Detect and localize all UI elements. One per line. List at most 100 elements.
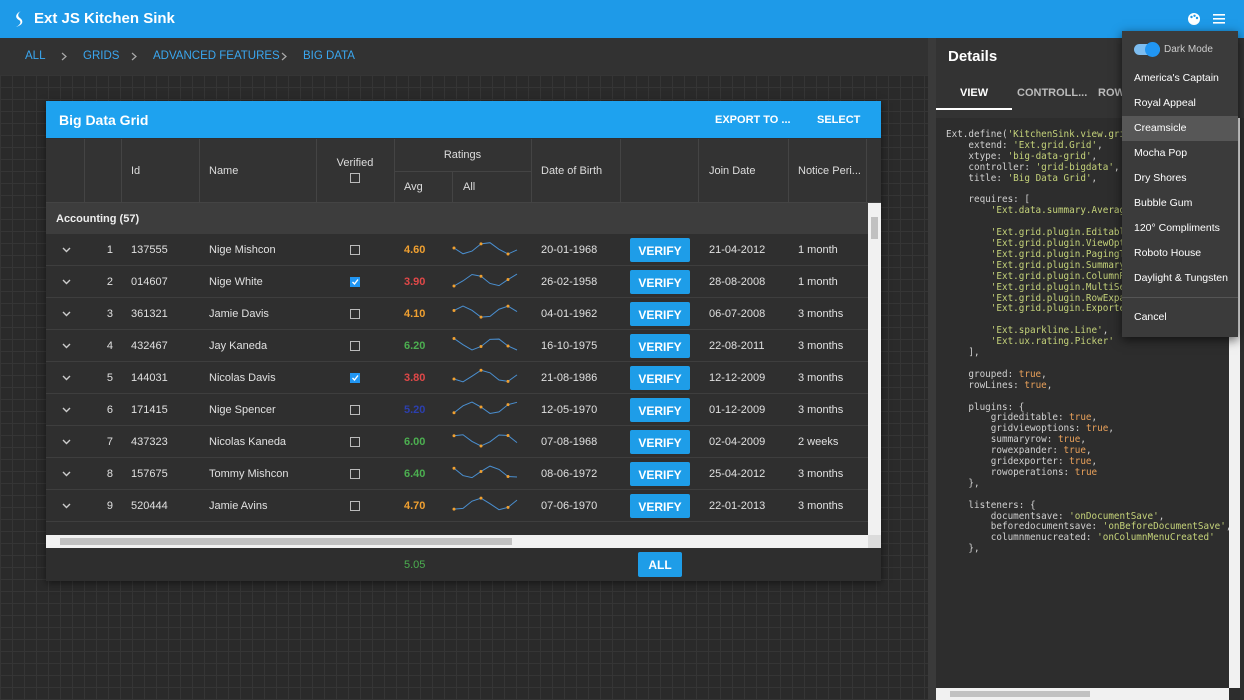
code-token: , <box>1086 445 1092 456</box>
code-line: grouped: true, <box>946 369 1047 380</box>
code-line: Ext.define('KitchenSink.view.grid. <box>946 129 1136 140</box>
cell-dob: 07-08-1968 <box>541 437 597 448</box>
tab[interactable]: CONTROLL... <box>1017 88 1087 99</box>
verified-checkbox[interactable] <box>350 469 360 479</box>
theme-icon[interactable] <box>1187 12 1201 26</box>
code-token: Ext.define( <box>946 129 1008 140</box>
code-token: rowoperations: <box>946 467 1075 478</box>
verified-checkbox[interactable] <box>350 309 360 319</box>
grid-row: 1137555Nige Mishcon4.6020-01-1968VERIFY2… <box>46 234 868 266</box>
code-line: 'Ext.grid.plugin.Exporter' <box>946 303 1136 314</box>
splitter[interactable] <box>928 38 936 700</box>
verified-checkbox[interactable] <box>350 373 360 383</box>
cell-name: Tommy Mishcon <box>209 469 288 480</box>
breadcrumb-link[interactable]: GRIDS <box>83 51 119 63</box>
code-line: 'Ext.grid.plugin.Editable', <box>946 227 1142 238</box>
sparkline <box>450 496 524 516</box>
breadcrumb-link[interactable]: BIG DATA <box>303 51 355 63</box>
theme-option[interactable]: Creamsicle <box>1122 116 1238 141</box>
cell-avg: 4.10 <box>404 309 425 320</box>
theme-option[interactable]: Royal Appeal <box>1122 91 1238 116</box>
column-header-text: Avg <box>404 182 423 193</box>
verified-checkbox[interactable] <box>350 501 360 511</box>
theme-option[interactable]: Bubble Gum <box>1122 191 1238 216</box>
scrollbar-thumb[interactable] <box>871 217 878 239</box>
verify-button[interactable]: VERIFY <box>630 494 690 518</box>
row-number: 7 <box>84 437 113 448</box>
verified-checkbox[interactable] <box>350 405 360 415</box>
code-line: title: 'Big Data Grid', <box>946 173 1097 184</box>
theme-option-label: Dry Shores <box>1134 173 1187 184</box>
code-token: , <box>1092 173 1098 184</box>
theme-option[interactable]: America's Captain <box>1122 66 1238 91</box>
tab[interactable]: VIEW <box>960 88 988 99</box>
theme-option[interactable]: 120° Compliments <box>1122 216 1238 241</box>
dark-mode-toggle[interactable] <box>1134 44 1160 55</box>
code-token: listeners: { <box>946 500 1036 511</box>
code-token <box>946 238 991 249</box>
verified-checkbox[interactable] <box>350 437 360 447</box>
code-token: 'Ext.grid.plugin.MultiSele <box>991 282 1137 293</box>
tab[interactable]: ROW <box>1098 88 1125 99</box>
toggle-knob <box>1145 42 1160 57</box>
theme-option[interactable]: Mocha Pop <box>1122 141 1238 166</box>
cell-join: 22-01-2013 <box>709 501 765 512</box>
code-token: 'onBeforeDocumentSave' <box>1103 521 1226 532</box>
cancel-option[interactable]: Cancel <box>1134 312 1167 323</box>
vertical-scrollbar[interactable] <box>868 203 881 535</box>
column-divider <box>84 139 85 203</box>
grid-tool-button[interactable]: SELECT <box>817 115 860 126</box>
code-line: }, <box>946 543 980 554</box>
checkmark <box>351 374 359 382</box>
breadcrumb-link[interactable]: ADVANCED FEATURES <box>153 51 280 63</box>
verify-button[interactable]: VERIFY <box>630 366 690 390</box>
code-token: , <box>1092 412 1098 423</box>
verified-checkbox[interactable] <box>350 277 360 287</box>
cell-join: 22-08-2011 <box>709 341 764 352</box>
verify-button[interactable]: VERIFY <box>630 238 690 262</box>
theme-option[interactable]: Daylight & Tungsten <box>1122 266 1238 291</box>
verified-checkbox[interactable] <box>350 341 360 351</box>
theme-option-label: Bubble Gum <box>1134 198 1192 209</box>
verify-button[interactable]: VERIFY <box>630 302 690 326</box>
code-token: true <box>1058 434 1080 445</box>
column-divider <box>531 139 532 203</box>
row-number: 2 <box>84 277 113 288</box>
summary-row <box>46 548 881 581</box>
verify-button[interactable]: VERIFY <box>630 334 690 358</box>
theme-option[interactable]: Dry Shores <box>1122 166 1238 191</box>
all-button[interactable]: ALL <box>638 552 682 577</box>
row-number: 3 <box>84 309 113 320</box>
cell-avg: 4.60 <box>404 245 425 256</box>
group-header <box>46 203 868 234</box>
code-token: gridviewoptions: <box>946 423 1086 434</box>
breadcrumb-link[interactable]: ALL <box>25 51 45 63</box>
verify-button[interactable]: VERIFY <box>630 398 690 422</box>
scrollbar-corner <box>868 535 881 548</box>
theme-option[interactable]: Roboto House <box>1122 241 1238 266</box>
verify-button[interactable]: VERIFY <box>630 462 690 486</box>
scrollbar-thumb[interactable] <box>950 691 1090 697</box>
grid-tool-button[interactable]: EXPORT TO ... <box>715 115 791 126</box>
code-token: true <box>1024 380 1046 391</box>
sparkline <box>450 464 524 484</box>
verify-button[interactable]: VERIFY <box>630 270 690 294</box>
code-line: gridviewoptions: true, <box>946 423 1114 434</box>
menu-icon[interactable] <box>1213 13 1225 25</box>
row-number: 4 <box>84 341 113 352</box>
verified-checkbox[interactable] <box>350 245 360 255</box>
code-token: rowexpander: <box>946 445 1064 456</box>
code-line: columnmenucreated: 'onColumnMenuCreated' <box>946 532 1215 543</box>
code-token: title: <box>946 173 1008 184</box>
column-divider <box>316 139 317 203</box>
code-token <box>946 336 991 347</box>
scrollbar-thumb[interactable] <box>60 538 512 545</box>
header-checkbox[interactable] <box>350 173 360 183</box>
grid-row: 5144031Nicolas Davis3.8021-08-1986VERIFY… <box>46 362 868 394</box>
breadcrumb-chevron <box>281 52 287 61</box>
verify-button[interactable]: VERIFY <box>630 430 690 454</box>
cell-avg: 5.20 <box>404 405 425 416</box>
verify-button-label: VERIFY <box>630 501 690 513</box>
row-expander <box>62 343 71 349</box>
sparkline <box>450 400 524 420</box>
